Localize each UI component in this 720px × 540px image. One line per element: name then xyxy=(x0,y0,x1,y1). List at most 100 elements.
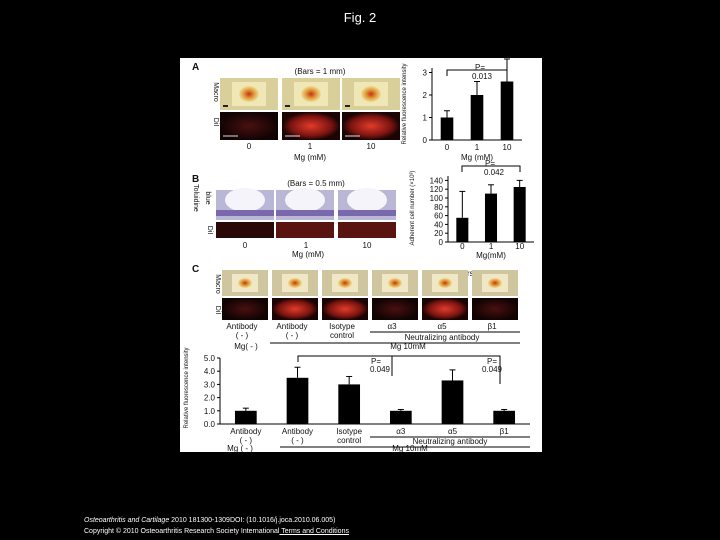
panel-c-dii-photo-3 xyxy=(372,298,418,320)
panel-c-col-label: Isotype xyxy=(329,322,355,331)
bar xyxy=(513,187,526,242)
y-tick-label: 0 xyxy=(423,136,428,145)
cartilage-disc xyxy=(488,278,502,288)
copyright-text: Copyright © 2010 Osteoarthritis Research… xyxy=(84,528,280,535)
y-tick-label: 4.0 xyxy=(204,367,216,376)
bar xyxy=(440,117,454,140)
bar xyxy=(338,384,361,424)
chart-b-x-label: 10 xyxy=(515,242,524,251)
chart-c-x-label-2: ( - ) xyxy=(291,436,304,445)
scale-bar xyxy=(345,105,350,107)
panel-b-bars-note: (Bars = 0.5 mm) xyxy=(287,179,345,188)
y-tick-label: 2.0 xyxy=(204,394,216,403)
bar xyxy=(456,217,469,242)
cartilage-disc xyxy=(361,86,381,102)
cartilage-disc xyxy=(288,278,302,288)
panel-b-dii-photo-2 xyxy=(338,222,396,238)
y-tick-label: 3 xyxy=(423,69,428,78)
scale-bar xyxy=(223,105,228,107)
panel-c-dii-photo-4 xyxy=(422,298,468,320)
panel-c-dii-photo-0 xyxy=(222,298,268,320)
panel-b-x-label: 10 xyxy=(363,241,372,250)
panel-a-row-label-macro: Macro xyxy=(212,82,219,102)
bar xyxy=(441,380,464,424)
cartilage-disc xyxy=(238,278,252,288)
y-tick-label: 1 xyxy=(423,114,428,123)
chart-c-p-label-1: P= xyxy=(371,357,381,366)
chart-b-xlabel: Mg(mM) xyxy=(476,251,506,260)
panel-c-col-label: ( - ) xyxy=(286,331,299,340)
y-tick-label: 1.0 xyxy=(204,407,216,416)
cartilage-disc xyxy=(338,278,352,288)
footer: Osteoarthritis and Cartilage 2010 181300… xyxy=(84,515,349,537)
panel-a-row-label-dii: DiI xyxy=(212,118,219,127)
panel-c-row-label-dii: DiI xyxy=(214,306,221,315)
chart-c-bracket-2 xyxy=(298,355,501,384)
chart-b-p-label: P= xyxy=(485,159,495,168)
chart-c-ylabel: Relative fluorescence intensity xyxy=(184,347,190,428)
panel-c-col-label: ( - ) xyxy=(236,331,249,340)
chart-a-x-label: 1 xyxy=(475,143,480,152)
chart-c-mg-10: Mg 10mM xyxy=(392,444,428,452)
panel-c-dii-photo-2 xyxy=(322,298,368,320)
chart-c-x-label: α5 xyxy=(448,427,458,436)
panel-a-dii-photo-1 xyxy=(282,112,340,140)
slide-title: Fig. 2 xyxy=(343,10,377,25)
panel-a-dii-photo-2 xyxy=(342,112,400,140)
y-tick-label: 80 xyxy=(434,203,443,212)
panel-a-dii-photo-0 xyxy=(220,112,278,140)
copyright-line: Copyright © 2010 Osteoarthritis Research… xyxy=(84,526,349,537)
chart-c: 0.0 1.0 2.0 3.0 4.0 5.0 xyxy=(204,354,530,429)
chart-a-p-label: P= xyxy=(475,63,485,72)
panel-b-axis-title: Mg (mM) xyxy=(292,250,324,259)
panel-c-col-label: Antibody xyxy=(276,322,307,331)
panel-c-letter: C xyxy=(192,264,199,275)
figure-panel: A (Bars = 1 mm) Macro DiI 0 1 10 Mg (mM) 0 1 2 3 Rel… xyxy=(180,58,542,452)
y-tick-label: 2 xyxy=(423,91,428,100)
chart-a-significance-bracket xyxy=(446,69,508,76)
panel-a-bars-note: (Bars = 1 mm) xyxy=(295,67,346,76)
y-tick-label: 40 xyxy=(434,220,443,229)
y-tick-label: 20 xyxy=(434,229,443,238)
chart-b-significance-bracket xyxy=(461,165,521,172)
panel-b-row-label-dii: DiI xyxy=(206,226,213,235)
panel-c-row-label-macro: Macro xyxy=(214,274,221,294)
journal-name: Osteoarthritis and Cartilage xyxy=(84,517,170,524)
scale-bar xyxy=(285,105,290,107)
chart-c-p-label-2: P= xyxy=(487,357,497,366)
panel-a-x-label: 0 xyxy=(247,142,252,151)
panel-b-dii-photo-0 xyxy=(216,222,274,238)
chart-a-x-label: 0 xyxy=(445,143,450,152)
y-tick-label: 3.0 xyxy=(204,380,216,389)
panel-b-row-label-toluidine: Toluidine xyxy=(192,184,199,212)
chart-c-x-label: β1 xyxy=(500,427,510,436)
citation-line: Osteoarthritis and Cartilage 2010 181300… xyxy=(84,515,349,526)
bar xyxy=(500,81,514,140)
chart-c-x-label: Antibody xyxy=(282,427,313,436)
panel-c-col-label: Antibody xyxy=(226,322,257,331)
panel-c-dii-photo-5 xyxy=(472,298,518,320)
panel-b-row-label-blue: blue xyxy=(204,191,211,204)
panel-c-neutralizing-label: Neutralizing antibody xyxy=(405,333,480,342)
panel-c-dii-photo-1 xyxy=(272,298,318,320)
panel-c-col-label: α3 xyxy=(387,322,397,331)
panel-a-x-label: 1 xyxy=(308,142,313,151)
chart-c-x-label: α3 xyxy=(396,427,406,436)
chart-a-x-label: 10 xyxy=(503,143,512,152)
bar xyxy=(286,377,309,424)
cartilage-disc xyxy=(239,86,259,102)
terms-link[interactable]: Terms and Conditions xyxy=(279,528,349,535)
y-tick-label: 60 xyxy=(434,212,443,221)
panel-a-x-label: 10 xyxy=(367,142,376,151)
bar xyxy=(389,410,412,424)
panel-c-col-label: α5 xyxy=(437,322,447,331)
panel-a-axis-title: Mg (mM) xyxy=(294,153,326,162)
chart-a-xlabel: Mg (mM) xyxy=(461,153,493,162)
y-tick-label: 120 xyxy=(430,185,444,194)
panel-c-mg-10: Mg 10mM xyxy=(390,342,426,351)
stained-tissue xyxy=(225,188,265,212)
stained-tissue xyxy=(216,210,274,216)
bar xyxy=(484,193,498,242)
bar xyxy=(493,410,516,424)
